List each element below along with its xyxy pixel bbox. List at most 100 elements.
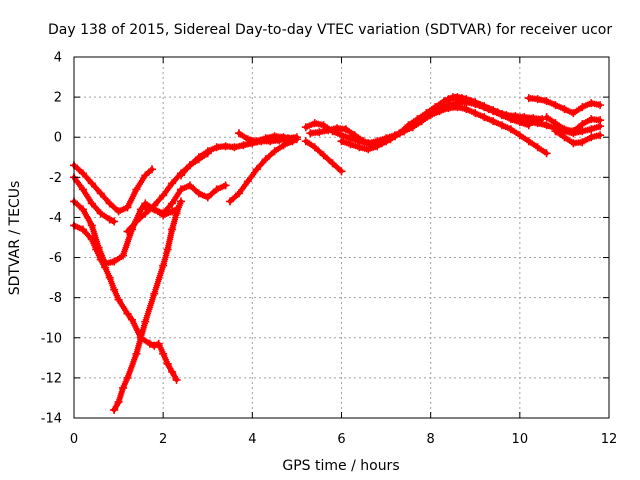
data-point xyxy=(119,251,128,260)
data-point xyxy=(145,339,154,348)
data-point xyxy=(168,367,177,376)
data-point xyxy=(110,405,119,414)
data-point xyxy=(587,133,596,142)
data-point xyxy=(110,285,119,294)
data-point xyxy=(230,143,239,152)
data-point xyxy=(96,189,105,198)
data-point xyxy=(234,129,243,138)
axis-ticks xyxy=(73,56,610,419)
data-point xyxy=(506,113,515,122)
data-point xyxy=(542,121,551,130)
data-point xyxy=(163,359,172,368)
series-track-18 xyxy=(551,127,605,148)
series-track-2 xyxy=(70,173,119,226)
data-point xyxy=(92,245,101,254)
data-point xyxy=(119,383,128,392)
data-point xyxy=(480,102,489,111)
x-tick-label: 2 xyxy=(159,432,167,447)
data-point xyxy=(596,116,605,125)
data-point xyxy=(328,159,337,168)
x-axis-label: GPS time / hours xyxy=(282,458,399,474)
data-point xyxy=(301,123,310,132)
data-point xyxy=(417,115,426,124)
data-point xyxy=(560,125,569,134)
data-point xyxy=(587,115,596,124)
data-point xyxy=(350,131,359,140)
y-tick-label: 0 xyxy=(54,131,62,146)
series-track-11 xyxy=(301,137,346,176)
data-point xyxy=(324,126,333,135)
data-point xyxy=(159,209,168,218)
data-point xyxy=(110,257,119,266)
series-track-4 xyxy=(70,221,181,384)
data-point xyxy=(150,341,159,350)
data-point xyxy=(132,185,141,194)
data-point xyxy=(279,141,288,150)
data-point xyxy=(123,203,132,212)
y-tick-label: -12 xyxy=(41,371,62,386)
data-point xyxy=(453,93,462,102)
data-point xyxy=(252,137,261,146)
data-point xyxy=(542,149,551,158)
data-point xyxy=(310,143,319,152)
data-point xyxy=(87,235,96,244)
data-point xyxy=(150,289,159,298)
data-point xyxy=(105,215,114,224)
data-point xyxy=(560,105,569,114)
data-point xyxy=(159,349,168,358)
series-track-10 xyxy=(234,129,297,146)
y-tick-label: -14 xyxy=(41,412,62,427)
y-tick-label: -4 xyxy=(49,211,62,226)
series-track-5 xyxy=(110,197,185,414)
data-point xyxy=(515,131,524,140)
data-point xyxy=(159,261,168,270)
data-point xyxy=(435,104,444,113)
data-point xyxy=(168,179,177,188)
data-point xyxy=(355,143,364,152)
data-point xyxy=(101,263,110,272)
x-tick-label: 4 xyxy=(248,432,256,447)
data-point xyxy=(578,103,587,112)
data-point xyxy=(341,125,350,134)
data-point xyxy=(96,255,105,264)
data-point xyxy=(596,131,605,140)
y-tick-label: 2 xyxy=(54,91,62,106)
data-point xyxy=(578,138,587,147)
data-point xyxy=(315,128,324,137)
data-point xyxy=(533,95,542,104)
data-point xyxy=(141,203,150,212)
y-tick-label: -10 xyxy=(41,331,62,346)
data-point xyxy=(391,132,399,141)
data-point xyxy=(168,225,177,234)
data-point xyxy=(462,105,471,114)
data-point xyxy=(270,132,279,141)
data-point xyxy=(159,191,168,200)
data-point xyxy=(261,134,270,143)
data-point xyxy=(87,199,96,208)
data-point xyxy=(177,185,185,194)
data-point xyxy=(288,135,297,144)
data-point xyxy=(78,169,87,178)
data-point xyxy=(163,245,172,254)
data-point xyxy=(346,140,355,149)
data-point xyxy=(569,109,578,118)
data-point xyxy=(319,121,328,130)
data-point xyxy=(408,121,417,130)
data-point xyxy=(177,197,185,206)
data-point xyxy=(524,118,533,127)
data-point xyxy=(221,181,230,190)
data-point xyxy=(373,142,382,151)
data-point xyxy=(78,185,87,194)
x-tick-label: 12 xyxy=(601,432,618,447)
y-tick-label: -8 xyxy=(49,291,62,306)
data-point xyxy=(221,142,230,151)
data-point xyxy=(364,145,373,154)
y-tick-label: -6 xyxy=(49,251,62,266)
data-point xyxy=(569,127,578,136)
data-point xyxy=(471,98,480,107)
data-point xyxy=(141,171,150,180)
data-point xyxy=(172,209,181,218)
data-point xyxy=(382,137,391,146)
